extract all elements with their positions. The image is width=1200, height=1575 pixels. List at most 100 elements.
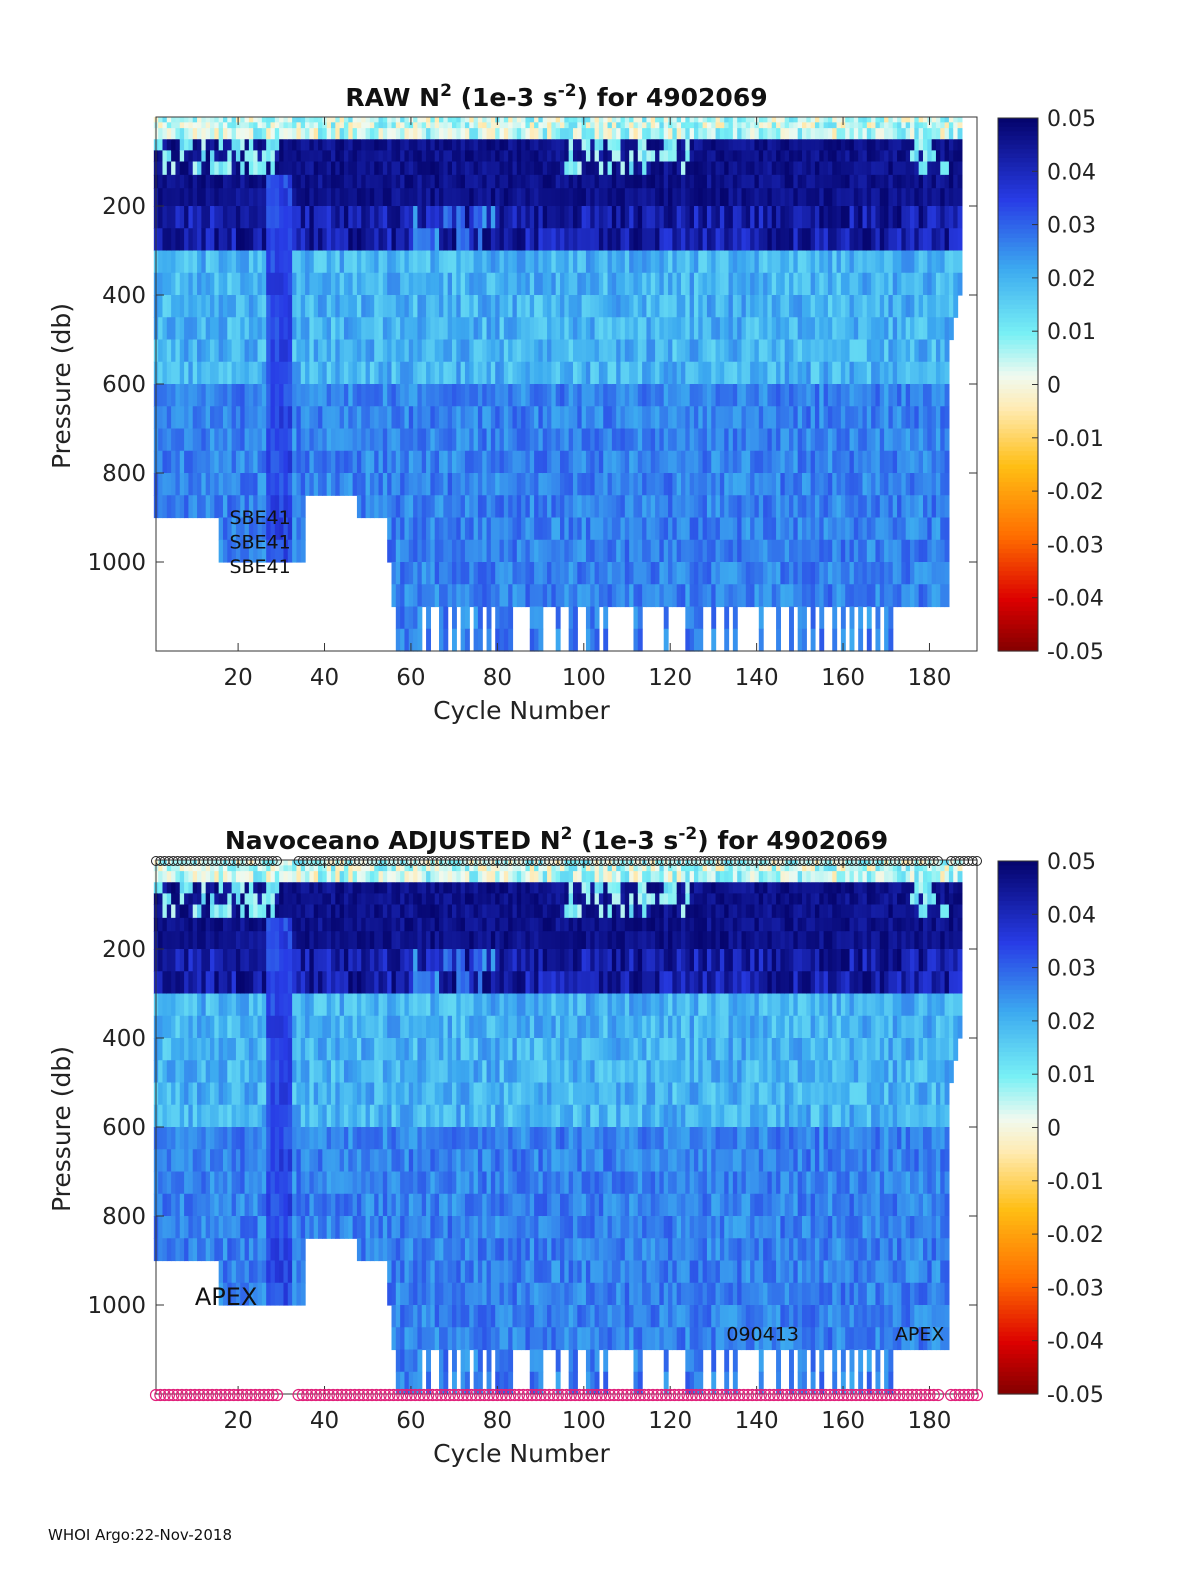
heatmap-cell — [663, 117, 669, 123]
heatmap-cell — [763, 228, 769, 252]
heatmap-cell — [464, 272, 470, 296]
heatmap-cell — [745, 361, 751, 385]
heatmap-cell — [192, 450, 198, 474]
heatmap-cell — [508, 384, 514, 407]
heatmap-cell — [689, 174, 695, 189]
heatmap-cell — [655, 272, 661, 296]
heatmap-cell — [771, 161, 777, 176]
heatmap-cell — [257, 473, 263, 496]
heatmap-cell — [447, 562, 453, 585]
heatmap-cell — [508, 317, 514, 341]
heatmap-cell — [862, 517, 868, 541]
heatmap-cell — [184, 161, 190, 176]
heatmap-cell — [935, 562, 941, 585]
heatmap-cell — [439, 450, 444, 474]
heatmap-cell — [672, 361, 678, 385]
heatmap-cell — [797, 473, 803, 496]
heatmap-cell — [853, 473, 859, 496]
heatmap-cell — [460, 428, 466, 452]
heatmap-cell — [240, 406, 246, 430]
heatmap-cell — [793, 406, 799, 430]
heatmap-cell — [616, 295, 622, 318]
heatmap-cell — [469, 250, 475, 274]
y-tick-label: 200 — [102, 194, 146, 220]
heatmap-cell — [378, 384, 384, 407]
heatmap-cell — [244, 122, 250, 129]
heatmap-cell — [395, 495, 401, 519]
heatmap-cell — [248, 517, 254, 541]
heatmap-cell — [810, 122, 816, 129]
heatmap-cell — [681, 428, 686, 452]
heatmap-cell — [382, 128, 388, 140]
heatmap-cell — [352, 361, 358, 385]
heatmap-cell — [521, 272, 527, 296]
heatmap-cell — [732, 628, 738, 652]
heatmap-cell — [382, 384, 388, 407]
heatmap-cell — [910, 188, 915, 207]
heatmap-cell — [888, 161, 894, 176]
heatmap-cell — [253, 122, 259, 129]
heatmap-cell — [551, 206, 557, 229]
heatmap-cell — [724, 428, 730, 452]
heatmap-cell — [469, 539, 475, 563]
heatmap-cell — [158, 1193, 164, 1217]
heatmap-cell — [676, 228, 682, 252]
heatmap-cell — [179, 361, 185, 385]
heatmap-cell — [750, 361, 756, 385]
heatmap-cell — [892, 250, 898, 274]
heatmap-cell — [430, 161, 436, 176]
heatmap-cell — [374, 473, 380, 496]
heatmap-cell — [244, 117, 250, 123]
heatmap-cell — [516, 188, 522, 207]
heatmap-cell — [266, 250, 272, 274]
heatmap-cell — [715, 150, 721, 163]
heatmap-cell — [944, 584, 950, 608]
heatmap-cell — [387, 228, 393, 252]
heatmap-cell — [434, 450, 440, 474]
heatmap-cell — [771, 495, 777, 519]
heatmap-cell — [365, 128, 371, 140]
heatmap-cell — [253, 139, 259, 151]
heatmap-cell — [525, 122, 531, 129]
heatmap-cell — [732, 228, 738, 252]
heatmap-cell — [270, 161, 276, 176]
heatmap-cell — [957, 188, 963, 207]
heatmap-cell — [797, 450, 803, 474]
heatmap-cell — [512, 584, 518, 608]
heatmap-cell — [789, 272, 794, 296]
heatmap-cell — [270, 272, 276, 296]
heatmap-cell — [248, 128, 254, 140]
heatmap-cell — [205, 272, 211, 296]
heatmap-cell — [637, 161, 643, 176]
colorbar-segment — [998, 544, 1038, 550]
heatmap-cell — [253, 339, 259, 363]
heatmap-cell — [858, 584, 864, 608]
heatmap-cell — [309, 317, 315, 341]
heatmap-cell — [279, 473, 285, 496]
heatmap-cell — [719, 161, 725, 176]
heatmap-cell — [789, 150, 794, 163]
heatmap-cell — [853, 539, 859, 563]
heatmap-cell — [508, 150, 514, 163]
heatmap-cell — [408, 174, 414, 189]
heatmap-cell — [318, 188, 323, 207]
heatmap-cell — [918, 406, 924, 430]
heatmap-cell — [158, 174, 164, 189]
heatmap-cell — [365, 122, 371, 129]
heatmap-cell — [681, 150, 686, 163]
heatmap-cell — [305, 206, 310, 229]
heatmap-cell — [758, 206, 764, 229]
heatmap-cell — [486, 473, 492, 496]
heatmap-cell — [555, 361, 561, 385]
heatmap-cell — [292, 206, 298, 229]
heatmap-cell — [210, 139, 215, 151]
heatmap-cell — [378, 317, 384, 341]
heatmap-cell — [395, 450, 401, 474]
heatmap-cell — [313, 361, 319, 385]
heatmap-cell — [158, 917, 164, 932]
heatmap-cell — [836, 150, 842, 163]
heatmap-cell — [698, 539, 704, 563]
heatmap-cell — [935, 517, 941, 541]
heatmap-cell — [875, 295, 881, 318]
heatmap-cell — [477, 562, 483, 585]
